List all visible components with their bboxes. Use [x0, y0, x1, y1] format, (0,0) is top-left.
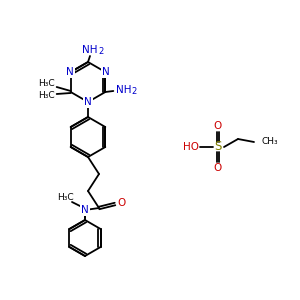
Text: 2: 2: [132, 88, 137, 97]
Text: H₃C: H₃C: [38, 92, 55, 100]
Text: O: O: [117, 198, 125, 208]
Text: O: O: [214, 163, 222, 173]
Text: N: N: [66, 67, 74, 77]
Text: 2: 2: [98, 47, 104, 56]
Text: H₃C: H₃C: [38, 80, 55, 88]
Text: HO: HO: [183, 142, 199, 152]
Text: N: N: [102, 67, 110, 77]
Text: O: O: [214, 121, 222, 131]
Text: H₃C: H₃C: [57, 194, 73, 202]
Text: NH: NH: [116, 85, 131, 95]
Text: N: N: [84, 97, 92, 107]
Text: N: N: [81, 205, 89, 215]
Text: CH₃: CH₃: [262, 137, 279, 146]
Text: S: S: [214, 140, 222, 154]
Text: NH: NH: [82, 45, 98, 55]
